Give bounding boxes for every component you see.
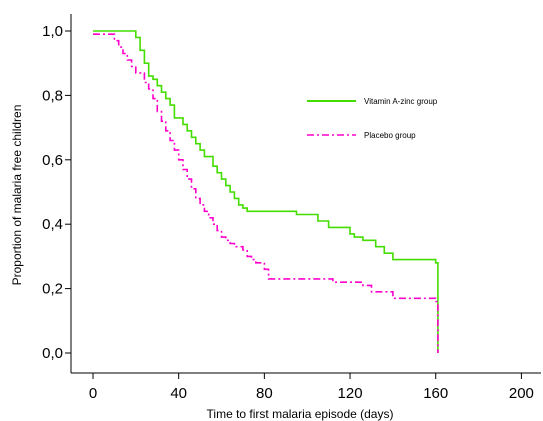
series-layer — [93, 31, 438, 353]
y-axis-title: Proportion of malaria free children — [10, 105, 24, 286]
axes — [71, 14, 541, 373]
y-tick-label: 0,4 — [42, 216, 63, 233]
x-tick-label: 200 — [509, 385, 534, 402]
x-axis-title: Time to first malaria episode (days) — [207, 407, 394, 421]
x-tick-label: 120 — [338, 385, 363, 402]
y-tick-label: 0,0 — [42, 345, 63, 362]
y-tick-label: 0,8 — [42, 87, 63, 104]
series-line-placebo — [93, 34, 438, 353]
legend-label: Vitamin A-zinc group — [364, 97, 438, 106]
x-tick-label: 0 — [89, 385, 97, 402]
legend-label: Placebo group — [364, 131, 416, 140]
x-tick-label: 160 — [423, 385, 448, 402]
x-tick-label: 40 — [170, 385, 187, 402]
y-tick-label: 0,2 — [42, 281, 63, 298]
x-tick-label: 80 — [256, 385, 273, 402]
y-tick-label: 0,6 — [42, 152, 63, 169]
x-ticks: 0 40 80 120 160 200 — [89, 373, 534, 402]
y-ticks: 0,0 0,2 0,4 0,6 0,8 1,0 — [42, 23, 71, 362]
legend: Vitamin A-zinc group Placebo group — [307, 97, 438, 140]
y-tick-label: 1,0 — [42, 23, 63, 40]
